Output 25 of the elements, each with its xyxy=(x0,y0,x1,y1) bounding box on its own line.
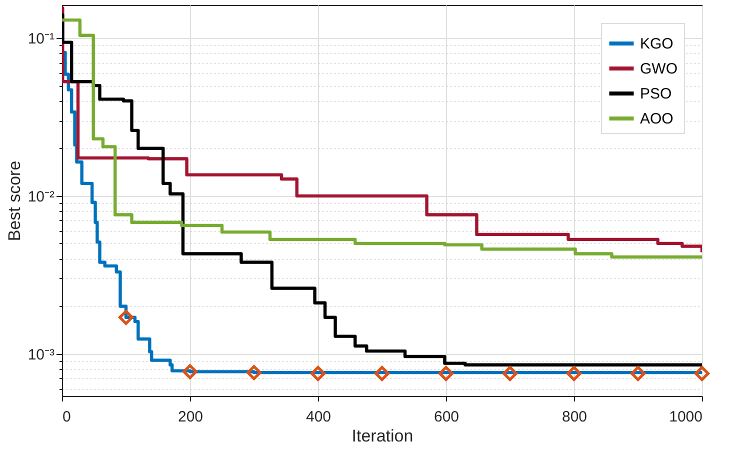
y-tick-label: 10⁻¹ xyxy=(28,30,54,48)
point xyxy=(310,366,326,382)
x-tick-label: 400 xyxy=(306,408,332,426)
legend-label: PSO xyxy=(640,86,672,102)
legend-label: KGO xyxy=(640,36,674,52)
x-tick-label: 800 xyxy=(562,408,588,426)
legend-label: AOO xyxy=(640,110,674,128)
point xyxy=(246,365,262,380)
legend-label: GWO xyxy=(640,60,678,78)
x-tick-label: 1000 xyxy=(669,408,702,426)
point xyxy=(630,366,646,382)
point xyxy=(502,366,518,382)
x-tick-label: 600 xyxy=(434,408,460,426)
x-tick-label: 200 xyxy=(178,408,204,426)
point xyxy=(182,364,198,380)
x-axis-title: Iteration xyxy=(352,426,414,446)
y-tick-label: 10⁻³ xyxy=(28,346,54,364)
point xyxy=(566,366,582,382)
y-tick-label: 10⁻² xyxy=(28,188,54,206)
point xyxy=(374,366,390,382)
point xyxy=(438,366,454,382)
point xyxy=(694,366,710,382)
point xyxy=(118,310,134,325)
x-tick-label: 0 xyxy=(62,408,71,426)
y-axis-title: Best score xyxy=(4,160,24,242)
